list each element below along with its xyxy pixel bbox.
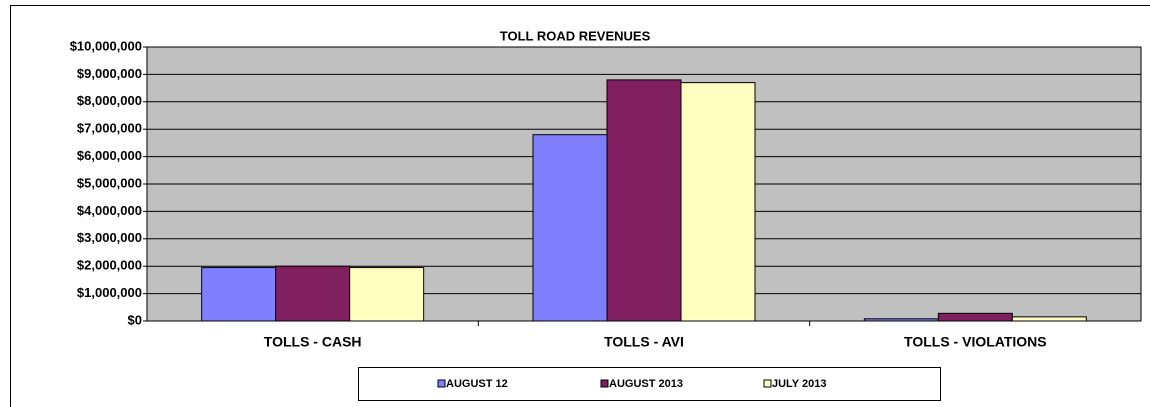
x-tick-label: TOLLS - CASH [264, 334, 362, 350]
bar [532, 134, 608, 322]
y-tick-label: $3,000,000 [77, 230, 142, 245]
x-tick-label: TOLLS - VIOLATIONS [904, 334, 1047, 350]
bar [201, 267, 277, 322]
bar [606, 79, 682, 322]
bar [863, 318, 939, 322]
y-tick-label: $1,000,000 [77, 285, 142, 300]
y-tick-label: $10,000,000 [70, 38, 142, 53]
chart-title: TOLL ROAD REVENUES [500, 28, 651, 43]
legend-label: JULY 2013 [772, 378, 826, 390]
bar [937, 312, 1013, 322]
y-tick-label: $9,000,000 [77, 66, 142, 81]
y-tick-label: $6,000,000 [77, 148, 142, 163]
legend-label: AUGUST 12 [446, 378, 508, 390]
y-tick-label: $8,000,000 [77, 93, 142, 108]
y-tick-label: $2,000,000 [77, 258, 142, 273]
legend-swatch [437, 379, 446, 388]
y-tick-label: $0 [128, 312, 142, 327]
legend-swatch [763, 379, 772, 388]
y-tick-label: $4,000,000 [77, 203, 142, 218]
bar [349, 267, 425, 322]
legend-swatch [600, 379, 609, 388]
y-tick-label: $7,000,000 [77, 121, 142, 136]
x-tick-label: TOLLS - AVI [604, 334, 684, 350]
bar [1011, 316, 1087, 322]
legend-label: AUGUST 2013 [609, 378, 683, 390]
bar [275, 265, 351, 322]
y-tick-label: $5,000,000 [77, 175, 142, 190]
bar [680, 82, 756, 322]
legend-box [358, 367, 941, 401]
